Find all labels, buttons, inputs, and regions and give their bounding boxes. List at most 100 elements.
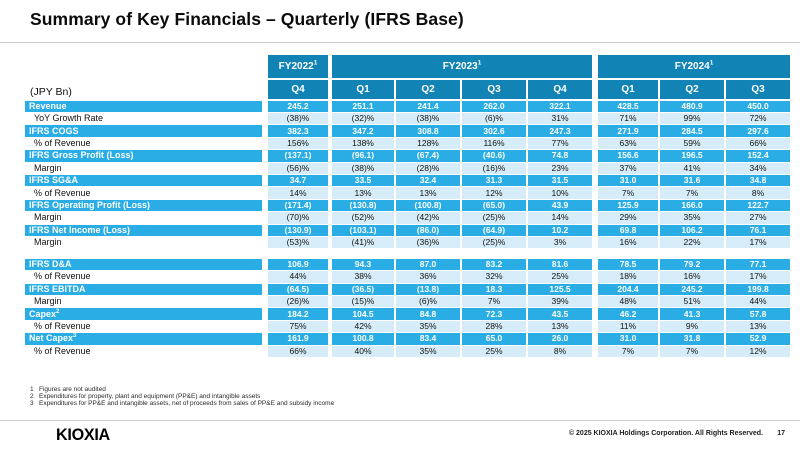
financials-table-wrap: FY20221 FY20231 FY20241 (JPY Bn) Q4 Q1 Q2 Q3 Q4 Q… — [25, 55, 791, 358]
row-label-text: IFRS EBITDA — [29, 283, 86, 294]
row-label-text: IFRS D&A — [29, 259, 72, 270]
table-cell: 13% — [724, 319, 791, 333]
row-label: % of Revenue — [25, 270, 262, 283]
table-cell: 245.2 — [262, 99, 328, 112]
table-cell: (56)% — [262, 161, 328, 174]
table-cell: 79.2 — [658, 257, 725, 271]
footnote-text: Expenditures for PP&E and intangible ass… — [39, 400, 335, 408]
table-cell: 77% — [526, 136, 593, 150]
row-label-text: IFRS Gross Profit (Loss) — [29, 150, 134, 161]
table-cell: 116% — [460, 136, 526, 150]
footnote: 1 Figures are not audited — [30, 386, 334, 393]
table-cell: 77.1 — [724, 257, 791, 271]
table-cell: 51% — [658, 295, 725, 308]
table-cell: 41.3 — [658, 307, 725, 320]
table-row: Capex2 184.2 104.5 84.8 72.3 43.5 46.2 41.3 57.8 — [25, 307, 791, 320]
table-cell: 196.5 — [658, 149, 725, 162]
row-label-text: Capex — [29, 308, 57, 319]
table-cell: 34% — [724, 161, 791, 174]
table-cell: 87.0 — [394, 257, 460, 271]
row-label: Margin — [25, 211, 262, 224]
table-cell: 83.4 — [394, 332, 460, 345]
table-cell: 74.8 — [526, 149, 593, 162]
table-cell: 16% — [658, 270, 725, 283]
table-row: Revenue 245.2 251.1 241.4 262.0 322.1 428.5 480… — [25, 99, 791, 112]
table-cell: 69.8 — [592, 223, 659, 236]
year-label: FY2022 — [278, 61, 314, 72]
table-cell: 46.2 — [592, 307, 659, 320]
row-footnote-ref: 2 — [56, 308, 60, 315]
row-label: % of Revenue — [25, 319, 262, 333]
table-cell: 84.8 — [394, 307, 460, 320]
table-cell: 12% — [724, 344, 791, 358]
table-cell: (36.5) — [328, 282, 394, 296]
table-cell: (53)% — [262, 235, 328, 249]
year-footnote-ref: 1 — [709, 59, 714, 67]
row-label-text: IFRS SG&A — [29, 175, 79, 186]
table-cell: 100.8 — [328, 332, 394, 345]
quarter-header: Q3 — [460, 78, 526, 99]
table-cell: 12% — [460, 186, 526, 199]
table-row: IFRS D&A 106.9 94.3 87.0 83.2 81.6 78.5 79.2 77.… — [25, 257, 791, 271]
table-cell: 308.8 — [394, 124, 460, 137]
table-cell: 78.5 — [592, 257, 659, 271]
table-cell: (86.0) — [394, 223, 460, 236]
table-row: Net Capex3 161.9 100.8 83.4 65.0 26.0 31.0 31.8… — [25, 332, 791, 345]
row-label-text: Margin — [34, 296, 62, 307]
table-row: % of Revenue 75% 42% 35% 28% 13% 11% 9% 13% — [25, 319, 791, 333]
table-cell: 106.9 — [262, 257, 328, 271]
table-cell: (130.9) — [262, 223, 328, 236]
row-label: IFRS SG&A — [25, 173, 262, 187]
table-cell: 32.4 — [394, 173, 460, 187]
table-cell: 104.5 — [328, 307, 394, 320]
table-cell: (16)% — [460, 161, 526, 174]
table-cell: 83.2 — [460, 257, 526, 271]
table-cell: 94.3 — [328, 257, 394, 271]
table-cell: 63% — [592, 136, 659, 150]
table-cell: 35% — [658, 211, 725, 224]
table-cell: 271.9 — [592, 124, 659, 137]
table-cell: 251.1 — [328, 99, 394, 112]
table-cell: 31.0 — [592, 332, 659, 345]
table-cell: 247.3 — [526, 124, 593, 137]
table-cell: 43.9 — [526, 198, 593, 212]
table-cell: 10% — [526, 186, 593, 199]
table-cell: 11% — [592, 319, 659, 333]
table-cell: 128% — [394, 136, 460, 150]
row-label-text: Net Capex — [29, 333, 74, 344]
quarter-header: Q2 — [394, 78, 460, 99]
table-cell: 152.4 — [724, 149, 791, 162]
row-group-gap-cell — [25, 248, 791, 258]
table-cell: 10.2 — [526, 223, 593, 236]
table-cell: 18.3 — [460, 282, 526, 296]
table-cell: 35% — [394, 319, 460, 333]
footnote: 2 Expenditures for property, plant and eq… — [30, 393, 334, 400]
quarter-header: Q1 — [328, 78, 394, 99]
quarter-header: Q4 — [526, 78, 593, 99]
row-label: Revenue — [25, 99, 262, 112]
table-cell: 284.5 — [658, 124, 725, 137]
table-cell: 297.6 — [724, 124, 791, 137]
table-row: % of Revenue 14% 13% 13% 12% 10% 7% 7% 8% — [25, 186, 791, 199]
table-cell: 161.9 — [262, 332, 328, 345]
table-corner — [25, 55, 262, 78]
table-cell: 480.9 — [658, 99, 725, 112]
row-label-text: % of Revenue — [34, 345, 91, 356]
table-cell: (32)% — [328, 112, 394, 125]
row-label: % of Revenue — [25, 186, 262, 199]
row-label: IFRS Net Income (Loss) — [25, 223, 262, 236]
table-cell: 31.5 — [526, 173, 593, 187]
table-cell: 31.6 — [658, 173, 725, 187]
table-cell: (171.4) — [262, 198, 328, 212]
table-cell: 71% — [592, 112, 659, 125]
row-label: Net Capex3 — [25, 332, 262, 345]
table-cell: 302.6 — [460, 124, 526, 137]
table-cell: 31.3 — [460, 173, 526, 187]
table-cell: 106.2 — [658, 223, 725, 236]
table-cell: 66% — [724, 136, 791, 150]
table-cell: 35% — [394, 344, 460, 358]
year-footnote-ref: 1 — [477, 59, 482, 67]
table-cell: 199.8 — [724, 282, 791, 296]
quarter-header: Q4 — [262, 78, 328, 99]
table-cell: 7% — [592, 344, 659, 358]
